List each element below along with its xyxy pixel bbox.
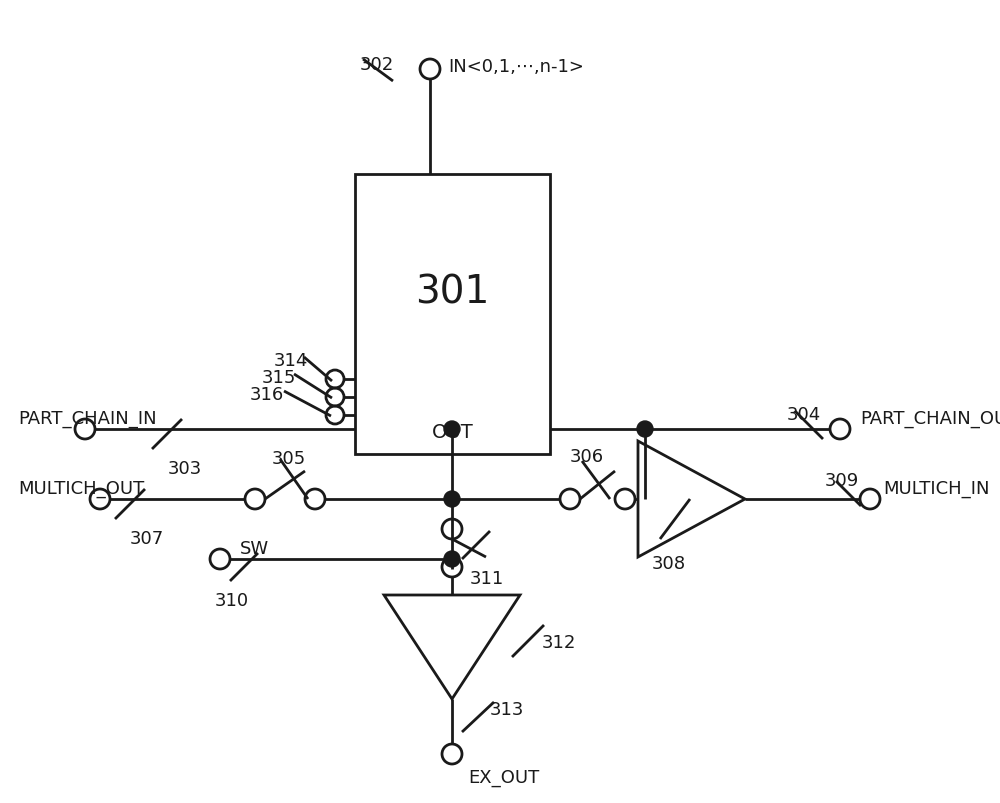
Text: 312: 312 (542, 634, 576, 651)
Text: IN<0,1,⋯,n-1>: IN<0,1,⋯,n-1> (448, 58, 584, 76)
Text: 308: 308 (652, 554, 686, 573)
Text: 304: 304 (787, 406, 821, 423)
Circle shape (637, 422, 653, 438)
Circle shape (444, 422, 460, 438)
Text: 311: 311 (470, 569, 504, 587)
Bar (355, 175, 550, 454)
Text: PART_CHAIN_IN: PART_CHAIN_IN (18, 410, 157, 427)
Text: 310: 310 (215, 591, 249, 609)
Circle shape (444, 552, 460, 567)
Text: 316: 316 (250, 385, 284, 403)
Text: 315: 315 (262, 369, 296, 386)
Text: 313: 313 (490, 700, 524, 718)
Text: SW: SW (240, 540, 269, 557)
Text: 305: 305 (272, 450, 306, 467)
Text: 309: 309 (825, 471, 859, 489)
Text: PART_CHAIN_OUT: PART_CHAIN_OUT (860, 410, 1000, 427)
Text: MULTICH_OUT: MULTICH_OUT (18, 479, 144, 497)
Text: 303: 303 (168, 459, 202, 478)
Text: OUT: OUT (432, 423, 473, 442)
Text: EX_OUT: EX_OUT (468, 768, 539, 786)
Text: 301: 301 (415, 273, 490, 312)
Text: 314: 314 (274, 352, 308, 369)
Text: 306: 306 (570, 447, 604, 466)
Text: MULTICH_IN: MULTICH_IN (883, 479, 990, 497)
Text: 307: 307 (130, 529, 164, 548)
Circle shape (444, 491, 460, 507)
Text: 302: 302 (360, 56, 394, 74)
